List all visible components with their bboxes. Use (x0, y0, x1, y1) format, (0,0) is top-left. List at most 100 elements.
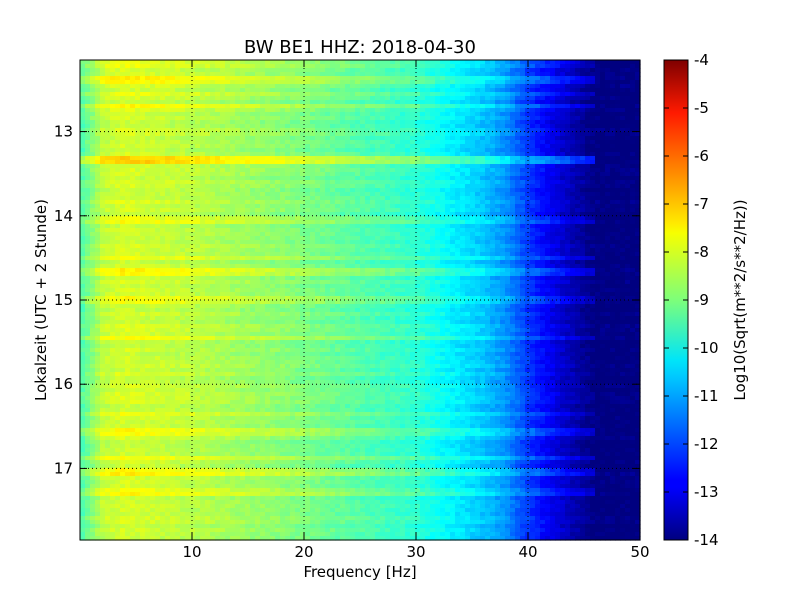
heatmap-cell (295, 180, 301, 185)
heatmap-cell (620, 80, 626, 85)
heatmap-cell (150, 164, 156, 169)
heatmap-cell (200, 172, 206, 177)
heatmap-cell (345, 148, 351, 153)
heatmap-cell (510, 140, 516, 145)
heatmap-cell (565, 152, 571, 157)
heatmap-cell (405, 216, 411, 221)
heatmap-cell (550, 232, 556, 237)
heatmap-cell (290, 188, 296, 193)
heatmap-cell (445, 212, 451, 217)
heatmap-cell (270, 132, 276, 137)
heatmap-cell (105, 180, 111, 185)
heatmap-cell (310, 164, 316, 169)
heatmap-cell (460, 128, 466, 133)
heatmap-cell (585, 132, 591, 137)
heatmap-cell (495, 200, 501, 205)
heatmap-cell (525, 196, 531, 201)
heatmap-cell (275, 100, 281, 105)
heatmap-cell (400, 124, 406, 129)
heatmap-cell (570, 84, 576, 89)
heatmap-cell (215, 228, 221, 233)
heatmap-cell (530, 64, 536, 69)
heatmap-cell (400, 108, 406, 113)
heatmap-cell (295, 212, 301, 217)
heatmap-cell (95, 208, 101, 213)
heatmap-cell (555, 164, 561, 169)
heatmap-cell (475, 124, 481, 129)
heatmap-cell (330, 180, 336, 185)
heatmap-cell (240, 76, 246, 81)
heatmap-cell (600, 212, 606, 217)
heatmap-cell (340, 72, 346, 77)
heatmap-cell (375, 144, 381, 149)
heatmap-cell (190, 224, 196, 229)
heatmap-cell (420, 144, 426, 149)
heatmap-cell (280, 164, 286, 169)
heatmap-cell (110, 80, 116, 85)
heatmap-cell (615, 112, 621, 117)
heatmap-cell (370, 236, 376, 241)
heatmap-cell (420, 160, 426, 165)
heatmap-cell (210, 140, 216, 145)
heatmap-cell (110, 236, 116, 241)
heatmap-cell (335, 144, 341, 149)
heatmap-cell (555, 216, 561, 221)
heatmap-cell (440, 208, 446, 213)
heatmap-cell (135, 228, 141, 233)
heatmap-cell (280, 184, 286, 189)
heatmap-cell (335, 180, 341, 185)
heatmap-cell (265, 68, 271, 73)
heatmap-cell (635, 148, 641, 153)
heatmap-cell (425, 76, 431, 81)
heatmap-cell (160, 100, 166, 105)
heatmap-cell (635, 196, 641, 201)
heatmap-cell (130, 100, 136, 105)
heatmap-cell (400, 216, 406, 221)
heatmap-cell (235, 76, 241, 81)
heatmap-cell (620, 88, 626, 93)
heatmap-cell (110, 212, 116, 217)
heatmap-cell (325, 100, 331, 105)
heatmap-cell (305, 72, 311, 77)
heatmap-cell (325, 108, 331, 113)
heatmap-cell (420, 80, 426, 85)
heatmap-cell (405, 232, 411, 237)
heatmap-cell (265, 228, 271, 233)
heatmap-cell (360, 164, 366, 169)
heatmap-cell (625, 204, 631, 209)
heatmap-cell (280, 220, 286, 225)
heatmap-cell (370, 88, 376, 93)
heatmap-cell (285, 212, 291, 217)
heatmap-cell (365, 116, 371, 121)
heatmap-cell (450, 88, 456, 93)
heatmap-cell (465, 132, 471, 137)
heatmap-cell (550, 124, 556, 129)
heatmap-cell (385, 152, 391, 157)
heatmap-cell (615, 228, 621, 233)
heatmap-cell (210, 72, 216, 77)
heatmap-cell (115, 108, 121, 113)
heatmap-cell (595, 192, 601, 197)
heatmap-cell (295, 92, 301, 97)
heatmap-cell (105, 132, 111, 137)
heatmap-cell (280, 108, 286, 113)
heatmap-cell (215, 188, 221, 193)
heatmap-cell (165, 132, 171, 137)
heatmap-cell (535, 184, 541, 189)
heatmap-cell (220, 148, 226, 153)
heatmap-cell (585, 80, 591, 85)
heatmap-cell (345, 180, 351, 185)
heatmap-cell (350, 164, 356, 169)
heatmap-cell (135, 224, 141, 229)
heatmap-cell (495, 152, 501, 157)
heatmap-cell (520, 168, 526, 173)
heatmap-cell (350, 60, 356, 65)
heatmap-cell (340, 228, 346, 233)
heatmap-cell (365, 236, 371, 241)
heatmap-cell (290, 116, 296, 121)
heatmap-cell (360, 88, 366, 93)
heatmap-cell (170, 208, 176, 213)
heatmap-cell (375, 96, 381, 101)
heatmap-cell (80, 116, 86, 121)
heatmap-cell (425, 216, 431, 221)
